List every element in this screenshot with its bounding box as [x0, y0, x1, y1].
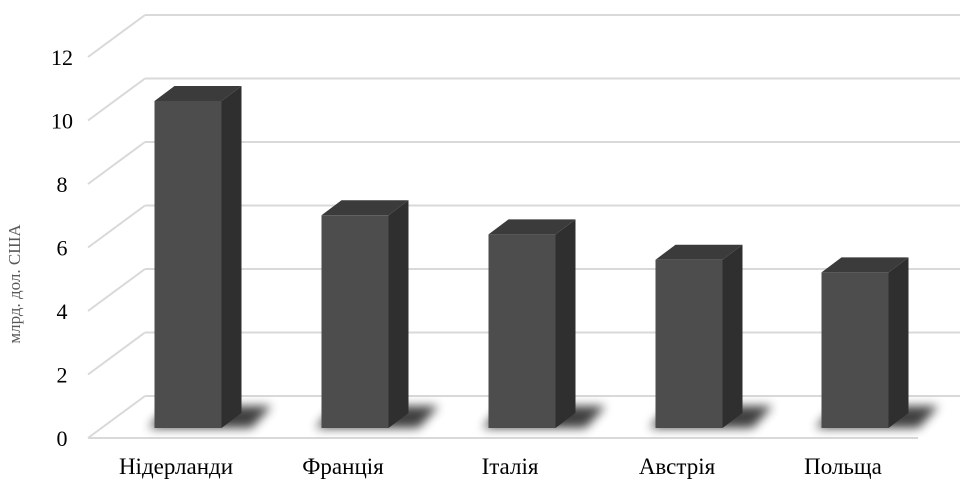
y-tick-label: 12 [51, 45, 73, 70]
bar-top [154, 85, 242, 101]
y-tick-label: 10 [51, 109, 73, 134]
y-axis-title: млрд. дол. США [5, 224, 24, 344]
bar-1 [154, 85, 242, 428]
y-axis-ticks: 0 2 4 6 8 10 12 [51, 45, 73, 451]
gridline-diagonal [87, 395, 146, 439]
gridline-diagonal [87, 141, 146, 185]
bar-4 [655, 244, 743, 428]
bar-side [555, 219, 576, 428]
bar-5 [821, 257, 909, 428]
bar-top [488, 219, 576, 235]
bar-front [154, 100, 222, 428]
bar-front [488, 234, 556, 428]
bar-top [821, 257, 909, 273]
gridline-12 [87, 14, 960, 58]
bar-top [655, 244, 743, 260]
gridline-6 [87, 204, 960, 249]
bar-2 [321, 200, 409, 428]
gridline-diagonal [87, 14, 146, 58]
y-tick-label: 2 [57, 363, 68, 388]
gridline-diagonal [87, 331, 146, 376]
bars [154, 85, 909, 428]
bar-front [655, 259, 723, 428]
gridline-diagonal [87, 77, 146, 122]
bar-3 [488, 219, 576, 428]
bar-side [388, 200, 409, 428]
bar-side [221, 85, 242, 428]
x-category-label: Італія [482, 454, 539, 479]
gridline-10 [87, 77, 960, 122]
y-tick-label: 0 [57, 426, 68, 451]
x-category-label: Франція [302, 454, 384, 479]
gridline-diagonal [87, 204, 146, 249]
y-tick-label: 4 [57, 299, 68, 324]
x-category-label: Нідерланди [119, 454, 233, 479]
x-axis-categories: Нідерланди Франція Італія Австрія Польща [119, 454, 882, 479]
bar-front [821, 272, 889, 428]
bar-side [722, 244, 743, 428]
y-tick-label: 8 [57, 172, 68, 197]
gridline-diagonal [87, 268, 146, 312]
y-tick-label: 6 [57, 236, 68, 261]
gridline-8 [87, 141, 960, 185]
bar-front [321, 215, 389, 428]
bar-top [321, 200, 409, 216]
bar-side [888, 257, 909, 428]
x-category-label: Польща [804, 454, 882, 479]
x-category-label: Австрія [639, 454, 716, 479]
